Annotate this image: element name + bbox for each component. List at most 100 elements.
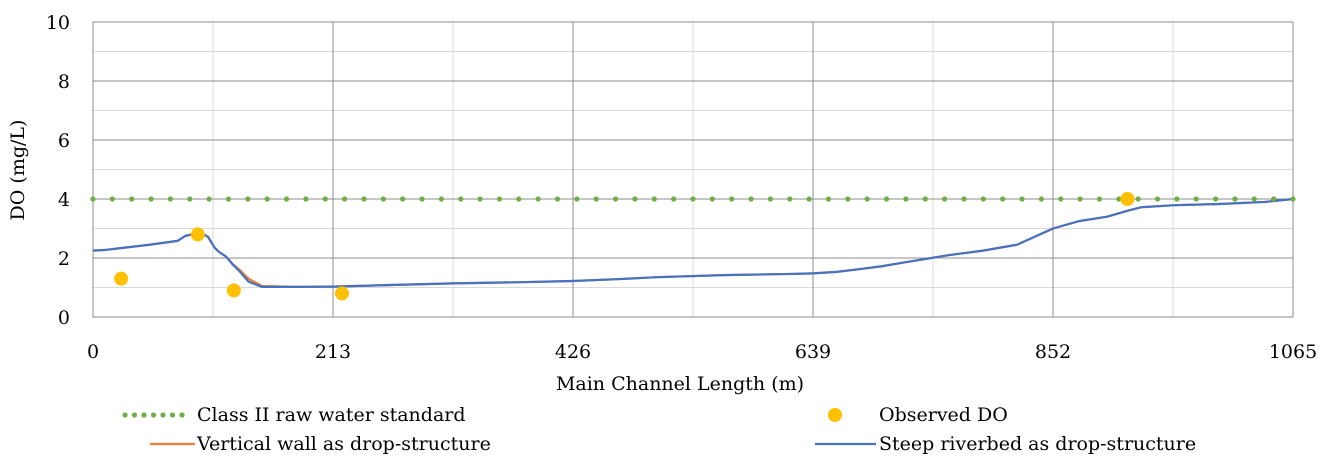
x-axis-title: Main Channel Length (m)	[556, 373, 804, 395]
x-tick-label: 213	[315, 341, 351, 363]
standard-line-dot	[535, 196, 541, 202]
standard-line-dot	[593, 196, 599, 202]
standard-line-dot	[651, 196, 657, 202]
standard-line-dot	[729, 196, 735, 202]
standard-line-dot	[883, 196, 890, 202]
standard-line-dot	[922, 196, 928, 202]
standard-line-dot	[1290, 196, 1296, 202]
observed-do-point	[114, 271, 129, 286]
standard-line-dot	[1251, 196, 1257, 202]
minor-gridlines	[93, 22, 1293, 317]
x-tick-label: 1065	[1269, 341, 1317, 363]
standard-line-dot	[1154, 196, 1161, 202]
standard-line-dot	[245, 196, 251, 202]
legend-item-vertical-wall: Vertical wall as drop-structure	[150, 433, 491, 455]
y-tick-label: 10	[46, 12, 70, 34]
standard-line-dot	[1058, 196, 1064, 202]
standard-line-dot	[1271, 196, 1277, 202]
observed-do-point	[335, 286, 350, 301]
standard-line-dot	[1038, 196, 1044, 202]
legend-dot	[141, 412, 147, 418]
legend-label-steep-riverbed: Steep riverbed as drop-structure	[879, 433, 1196, 455]
legend-symbol-yellow-marker	[828, 408, 842, 422]
standard-line-dot	[1135, 196, 1141, 202]
standard-line-dot	[825, 196, 832, 202]
standard-line-dot	[303, 196, 309, 202]
standard-line-dot	[1174, 196, 1180, 202]
standard-line-dot	[225, 196, 232, 202]
standard-line-dot	[400, 196, 406, 202]
legend-dot	[131, 412, 138, 418]
standard-line-dot	[1212, 196, 1219, 202]
standard-line-dot	[690, 196, 696, 202]
standard-line-dot	[342, 196, 348, 202]
standard-line-dot	[322, 196, 328, 202]
standard-line-dot	[187, 196, 193, 202]
observed-do-point	[1120, 192, 1135, 206]
standard-line-dot	[361, 196, 367, 202]
y-tick-label: 2	[58, 248, 70, 270]
standard-line-dot	[148, 196, 154, 202]
standard-line-dot	[845, 196, 851, 202]
y-tick-label: 8	[58, 71, 70, 93]
y-tick-label: 6	[58, 130, 70, 152]
standard-line-dot	[612, 196, 619, 202]
series-layer	[90, 192, 1296, 301]
standard-line-dot	[574, 196, 580, 202]
standard-line-dot	[709, 196, 715, 202]
observed-do-point	[226, 283, 241, 298]
observed-do-point	[190, 227, 205, 242]
standard-line-dot	[496, 196, 503, 202]
standard-line-dot	[903, 196, 909, 202]
legend-item-class-ii-standard: Class II raw water standard	[122, 404, 466, 426]
standard-line-dot	[1096, 196, 1103, 202]
standard-line-dot	[264, 196, 270, 202]
y-axis-tick-labels: 0 2 4 6 8 10	[46, 12, 70, 329]
standard-line-dot	[806, 196, 812, 202]
standard-line-dot	[477, 196, 483, 202]
x-tick-label: 852	[1035, 341, 1071, 363]
standard-line-dot	[1116, 196, 1122, 202]
legend-label-vertical-wall: Vertical wall as drop-structure	[196, 433, 491, 455]
standard-line-dot	[380, 196, 386, 202]
standard-line-dot	[129, 196, 135, 202]
legend-dot	[179, 412, 185, 418]
standard-line-dot	[554, 196, 561, 202]
standard-line-dot	[516, 196, 522, 202]
standard-line-dot	[787, 196, 793, 202]
standard-line-dot	[748, 196, 754, 202]
standard-line-dot	[864, 196, 870, 202]
standard-line-dot	[438, 196, 444, 202]
standard-line-dot	[942, 196, 948, 202]
standard-line-dot	[671, 196, 677, 202]
legend-dot	[150, 412, 157, 418]
standard-line-dot	[419, 196, 425, 202]
standard-line-dot	[1077, 196, 1083, 202]
y-tick-label: 4	[58, 189, 70, 211]
standard-line-dot	[109, 196, 115, 202]
standard-line-dot	[1000, 196, 1006, 202]
standard-line-dot	[980, 196, 986, 202]
y-axis-title: DO (mg/L)	[7, 120, 29, 221]
standard-line-dot	[632, 196, 638, 202]
standard-line-dot	[767, 196, 774, 202]
legend-label-class-ii-standard: Class II raw water standard	[197, 404, 466, 426]
standard-line-dot	[1232, 196, 1238, 202]
legend: Class II raw water standard Observed DO …	[122, 404, 1196, 455]
standard-line-dot	[283, 196, 290, 202]
legend-symbol-dotted-green	[122, 412, 185, 418]
legend-label-observed-do: Observed DO	[879, 404, 1008, 426]
legend-dot	[169, 412, 176, 418]
standard-line-dot	[961, 196, 967, 202]
standard-line-dot	[1193, 196, 1199, 202]
standard-line-dot	[167, 196, 174, 202]
standard-line-dot	[1019, 196, 1025, 202]
x-tick-label: 639	[795, 341, 831, 363]
x-axis-tick-labels: 0 213 426 639 852 1065	[87, 341, 1317, 363]
x-tick-label: 426	[555, 341, 591, 363]
legend-item-observed-do: Observed DO	[828, 404, 1008, 426]
plot-area-frame	[92, 21, 1294, 318]
standard-line-dot	[206, 196, 212, 202]
legend-dot	[122, 412, 128, 418]
